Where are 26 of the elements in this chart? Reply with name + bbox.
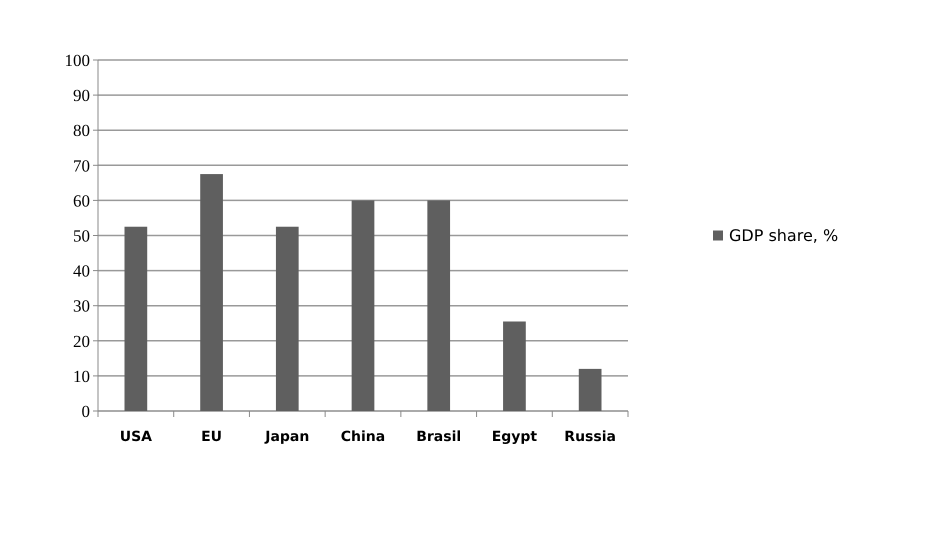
y-tick-label: 70 [73, 156, 90, 176]
legend-label: GDP share, % [729, 226, 838, 246]
bar [578, 368, 602, 411]
bar [352, 200, 374, 411]
bar [276, 226, 299, 411]
x-tick-label: Japan [264, 429, 310, 445]
y-tick-label: 50 [73, 226, 90, 246]
y-tick-label: 30 [73, 296, 90, 316]
bar [427, 200, 450, 411]
x-tick-label: Brasil [416, 429, 462, 445]
bar [124, 226, 148, 411]
x-tick-label: Russia [564, 429, 616, 445]
y-tick-label: 60 [73, 191, 90, 210]
x-tick-label: Egypt [492, 429, 538, 445]
x-tick-label: EU [201, 429, 222, 445]
bar [200, 174, 223, 411]
x-tick-label: China [340, 429, 386, 445]
bar [503, 321, 526, 411]
y-tick-label: 80 [73, 121, 90, 140]
y-tick-label: 0 [82, 402, 90, 421]
y-tick-label: 10 [73, 366, 90, 386]
x-tick-label: USA [120, 429, 152, 445]
y-tick-label: 40 [73, 262, 90, 281]
y-tick-label: 90 [73, 86, 90, 106]
y-tick-label: 20 [73, 332, 90, 351]
y-tick-label: 100 [64, 50, 90, 70]
